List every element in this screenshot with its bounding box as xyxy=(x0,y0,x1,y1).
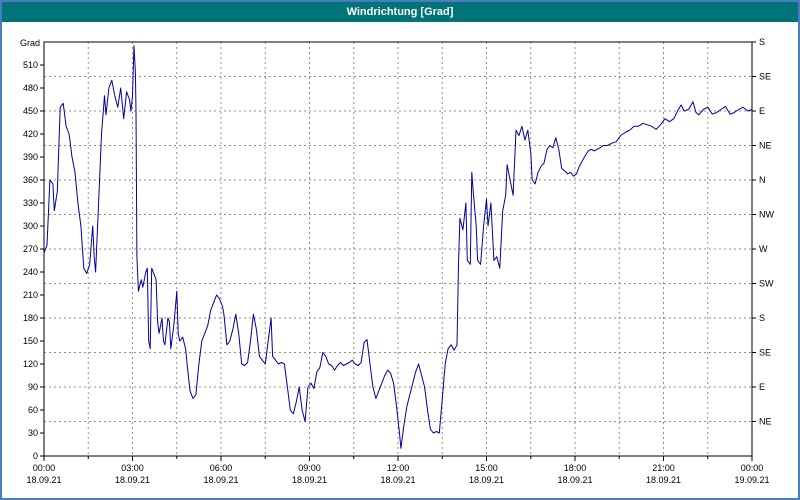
svg-text:03:00: 03:00 xyxy=(121,463,144,473)
svg-text:NW: NW xyxy=(759,210,774,220)
svg-text:330: 330 xyxy=(23,198,38,208)
svg-text:SW: SW xyxy=(759,279,774,289)
svg-text:270: 270 xyxy=(23,244,38,254)
svg-text:E: E xyxy=(759,106,765,116)
right-axis-labels: S SE E NE N NW W SW S SE E NE xyxy=(752,37,774,427)
svg-text:360: 360 xyxy=(23,175,38,185)
svg-text:120: 120 xyxy=(23,359,38,369)
svg-text:18.09.21: 18.09.21 xyxy=(203,475,238,485)
svg-text:NE: NE xyxy=(759,141,772,151)
svg-text:N: N xyxy=(759,175,766,185)
svg-text:210: 210 xyxy=(23,290,38,300)
svg-text:SE: SE xyxy=(759,72,771,82)
svg-text:300: 300 xyxy=(23,221,38,231)
title-bar: Windrichtung [Grad] xyxy=(2,2,798,22)
svg-text:00:00: 00:00 xyxy=(741,463,764,473)
svg-text:E: E xyxy=(759,382,765,392)
svg-text:18:00: 18:00 xyxy=(564,463,587,473)
svg-text:240: 240 xyxy=(23,267,38,277)
window-title: Windrichtung [Grad] xyxy=(346,6,454,18)
svg-text:18.09.21: 18.09.21 xyxy=(292,475,327,485)
x-axis-labels: 00:00 18.09.21 03:00 18.09.21 06:00 18.09.21 0… xyxy=(26,456,770,485)
svg-text:06:00: 06:00 xyxy=(210,463,233,473)
svg-text:S: S xyxy=(759,313,765,323)
svg-text:18.09.21: 18.09.21 xyxy=(646,475,681,485)
svg-text:150: 150 xyxy=(23,336,38,346)
svg-text:390: 390 xyxy=(23,152,38,162)
svg-text:18.09.21: 18.09.21 xyxy=(557,475,592,485)
svg-text:12:00: 12:00 xyxy=(387,463,410,473)
svg-text:15:00: 15:00 xyxy=(475,463,498,473)
svg-text:0: 0 xyxy=(33,451,38,461)
svg-text:09:00: 09:00 xyxy=(298,463,321,473)
wind-direction-chart: Grad510480450420390360330300270240210180… xyxy=(20,37,775,485)
svg-text:510: 510 xyxy=(23,60,38,70)
svg-text:30: 30 xyxy=(28,428,38,438)
svg-text:S: S xyxy=(759,37,765,47)
svg-text:18.09.21: 18.09.21 xyxy=(469,475,504,485)
svg-text:90: 90 xyxy=(28,382,38,392)
svg-text:450: 450 xyxy=(23,106,38,116)
y-axis-labels: 5104804504203903603303002702402101801501… xyxy=(23,60,44,461)
svg-text:60: 60 xyxy=(28,405,38,415)
svg-text:00:00: 00:00 xyxy=(33,463,56,473)
svg-text:480: 480 xyxy=(23,83,38,93)
svg-text:19.09.21: 19.09.21 xyxy=(734,475,769,485)
gridlines xyxy=(44,42,752,456)
svg-text:180: 180 xyxy=(23,313,38,323)
chart-area: Grad 510 480 450 420 390 360 330 300 270 240 210 180… xyxy=(2,22,798,498)
svg-text:NE: NE xyxy=(759,417,772,427)
data-line xyxy=(43,45,753,449)
svg-text:W: W xyxy=(759,244,768,254)
svg-text:21:00: 21:00 xyxy=(652,463,675,473)
svg-text:SE: SE xyxy=(759,348,771,358)
svg-text:18.09.21: 18.09.21 xyxy=(380,475,415,485)
svg-text:18.09.21: 18.09.21 xyxy=(115,475,150,485)
svg-text:420: 420 xyxy=(23,129,38,139)
y-axis-title: Grad xyxy=(20,38,40,48)
svg-text:18.09.21: 18.09.21 xyxy=(26,475,61,485)
